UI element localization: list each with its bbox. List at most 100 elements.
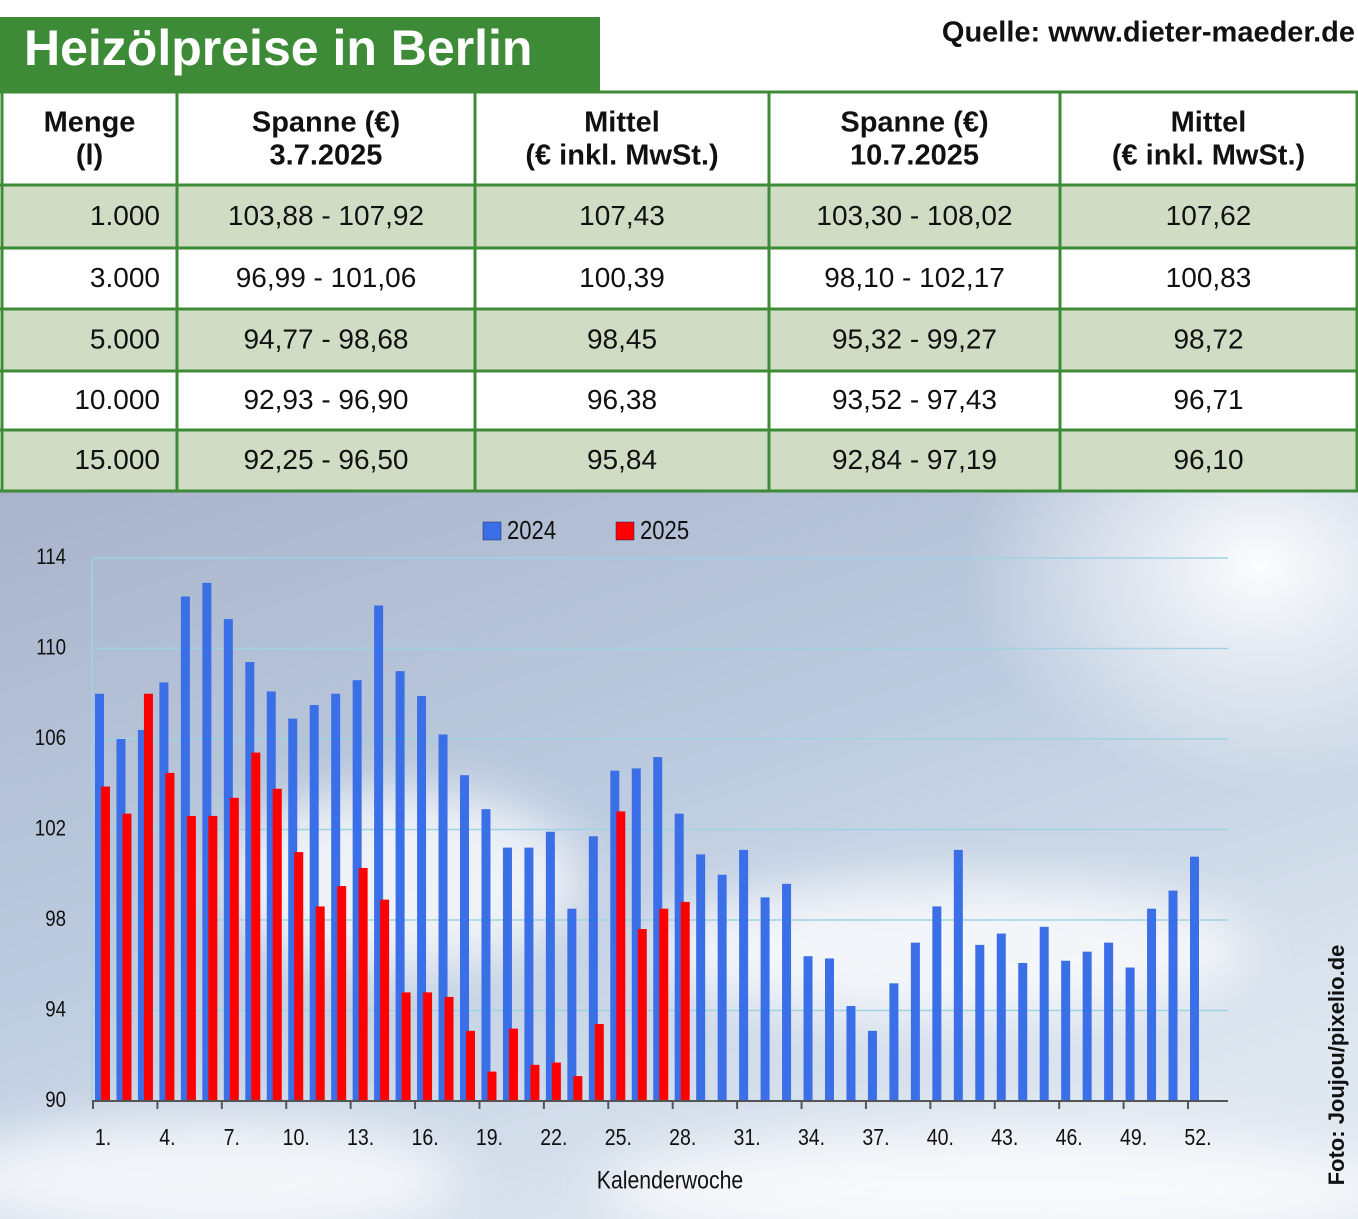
- x-tick-label: 31.: [734, 1125, 761, 1151]
- bar: [272, 788, 282, 1101]
- bar: [487, 1071, 497, 1101]
- y-tick-label: 114: [36, 545, 66, 569]
- column-header: Spanne (€): [840, 107, 988, 139]
- bar: [438, 734, 448, 1101]
- bar: [659, 908, 669, 1101]
- bar: [1039, 926, 1049, 1101]
- bar: [631, 768, 641, 1101]
- bar: [331, 693, 341, 1101]
- x-tick-label: 52.: [1184, 1125, 1211, 1151]
- column-header: 10.7.2025: [850, 140, 979, 172]
- bar: [545, 831, 555, 1101]
- table-cell: 95,84: [587, 444, 657, 475]
- column-header: Mittel: [584, 107, 660, 139]
- y-tick-label: 98: [45, 907, 66, 931]
- column-header: (€ inkl. MwSt.): [525, 140, 718, 172]
- x-tick-label: 1.: [95, 1125, 111, 1151]
- column-header: (€ inkl. MwSt.): [1112, 140, 1305, 172]
- x-tick-label: 34.: [798, 1125, 825, 1151]
- bar: [588, 836, 598, 1101]
- bar: [696, 854, 706, 1101]
- bar: [616, 811, 626, 1101]
- table-cell: 92,25 - 96,50: [243, 444, 408, 475]
- y-tick-label: 94: [45, 998, 66, 1022]
- bar: [251, 752, 261, 1101]
- y-tick-label: 90: [45, 1088, 66, 1112]
- bar: [444, 996, 454, 1101]
- bar: [1061, 960, 1071, 1101]
- table-cell: 100,83: [1166, 262, 1252, 293]
- bar: [717, 874, 727, 1101]
- table-cell: 103,88 - 107,92: [228, 200, 424, 231]
- legend-swatch: [615, 521, 635, 541]
- bar: [208, 815, 218, 1101]
- legend-label: 2024: [507, 516, 556, 545]
- bar: [674, 813, 684, 1101]
- bar: [380, 899, 390, 1101]
- bar: [594, 1024, 604, 1101]
- bar: [846, 1005, 856, 1101]
- chart: 90 94 98 102 106 110 114 1. 4. 7. 10. 13. 16. 19. 22. 2…: [35, 516, 1228, 1194]
- column-header: Spanne (€): [252, 107, 400, 139]
- source: Quelle: www.dieter-maeder.de: [942, 17, 1355, 49]
- table-cell: 98,72: [1173, 323, 1243, 354]
- x-tick-label: 10.: [283, 1125, 310, 1151]
- bar: [202, 582, 212, 1101]
- bar: [637, 929, 647, 1101]
- column-header: Mittel: [1171, 107, 1247, 139]
- bar: [910, 942, 920, 1101]
- bar: [1168, 890, 1178, 1101]
- x-tick-label: 13.: [347, 1125, 374, 1151]
- bar: [460, 775, 469, 1101]
- bar: [137, 729, 147, 1101]
- bar: [315, 906, 325, 1101]
- table-cell: 96,99 - 101,06: [236, 262, 417, 293]
- x-tick-label: 40.: [927, 1125, 954, 1151]
- y-tick-label: 106: [35, 726, 66, 750]
- x-tick-label: 43.: [991, 1125, 1018, 1151]
- bar: [760, 897, 770, 1101]
- bar: [466, 1030, 475, 1101]
- table-cell: 96,10: [1173, 444, 1243, 475]
- table-cell: 96,71: [1173, 384, 1243, 415]
- bar: [401, 992, 411, 1101]
- bar: [288, 718, 298, 1101]
- table-cell: 10.000: [74, 384, 160, 415]
- column-header: Menge: [44, 107, 136, 139]
- table-cell: 92,93 - 96,90: [243, 384, 408, 415]
- bar: [165, 772, 175, 1101]
- column-header: 3.7.2025: [270, 140, 383, 172]
- bar: [245, 662, 255, 1101]
- table-cell: 103,30 - 108,02: [816, 200, 1012, 231]
- x-tick-label: 22.: [540, 1125, 567, 1151]
- bar: [530, 1064, 540, 1101]
- bar: [358, 867, 368, 1101]
- table-cell: 94,77 - 98,68: [243, 323, 408, 354]
- x-tick-label: 37.: [862, 1125, 889, 1151]
- bar: [95, 693, 104, 1101]
- bar: [975, 944, 985, 1101]
- bar: [481, 809, 491, 1101]
- bar: [294, 852, 304, 1101]
- x-tick-label: 4.: [159, 1125, 175, 1151]
- bar: [122, 813, 132, 1101]
- table-cell: 96,38: [587, 384, 657, 415]
- table-cell: 98,10 - 102,17: [824, 262, 1005, 293]
- table-cell: 3.000: [90, 262, 160, 293]
- bar: [1190, 856, 1199, 1101]
- bar: [309, 705, 319, 1101]
- bar: [1104, 942, 1114, 1101]
- bar: [266, 691, 276, 1101]
- x-tick-label: 7.: [224, 1125, 240, 1151]
- bar: [680, 901, 690, 1101]
- bar: [417, 696, 427, 1101]
- bar: [825, 958, 834, 1101]
- bar: [1147, 908, 1157, 1101]
- bar: [143, 693, 153, 1101]
- bar: [186, 815, 196, 1101]
- y-tick-label: 102: [35, 817, 66, 841]
- bar: [1018, 962, 1028, 1101]
- table-cell: 92,84 - 97,19: [832, 444, 997, 475]
